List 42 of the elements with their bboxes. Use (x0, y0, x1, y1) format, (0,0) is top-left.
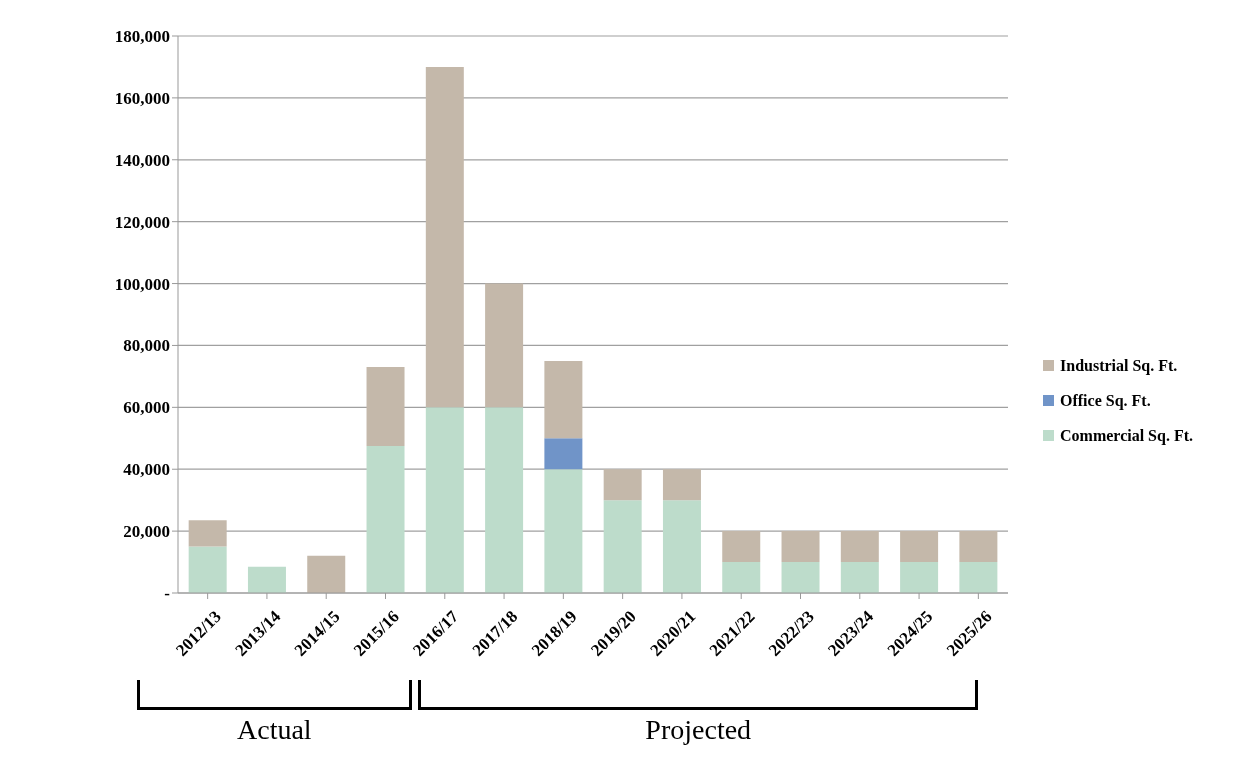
legend-label: Office Sq. Ft. (1060, 391, 1151, 410)
y-tick-label: 160,000 (114, 88, 170, 108)
y-tick-label: 180,000 (114, 27, 170, 47)
y-tick-label: 40,000 (123, 460, 170, 480)
y-tick-label: - (164, 584, 171, 604)
bar (307, 555, 346, 593)
bar (544, 438, 583, 470)
bar (603, 500, 642, 593)
y-tick-label: 120,000 (114, 212, 170, 232)
bar (603, 469, 642, 501)
bar (662, 500, 701, 593)
bar (485, 407, 524, 593)
text: Projected (644, 714, 753, 746)
legend-label: Industrial Sq. Ft. (1060, 356, 1178, 375)
bar (840, 562, 879, 593)
bar (425, 66, 464, 408)
y-tick-label: 20,000 (123, 522, 170, 542)
bar (781, 562, 820, 593)
y-tick-label: 60,000 (123, 398, 170, 418)
bar (366, 446, 405, 593)
y-tick-label: 100,000 (114, 274, 170, 294)
bar (840, 531, 879, 563)
bar (188, 546, 227, 593)
bar (781, 531, 820, 563)
bar (900, 562, 939, 593)
text: Actual (236, 714, 313, 746)
legend-label: Commercial Sq. Ft. (1060, 426, 1194, 445)
bar (722, 562, 761, 593)
bar (722, 531, 761, 563)
bar (959, 531, 998, 563)
bar (959, 562, 998, 593)
bar (247, 566, 286, 593)
bar (425, 407, 464, 593)
bar (544, 360, 583, 439)
bar (366, 367, 405, 447)
bar (544, 469, 583, 593)
bar (188, 520, 227, 547)
bar (662, 469, 701, 501)
y-tick-label: 80,000 (123, 336, 170, 356)
bar (485, 283, 524, 408)
bar (900, 531, 939, 563)
y-tick-label: 140,000 (114, 150, 170, 170)
